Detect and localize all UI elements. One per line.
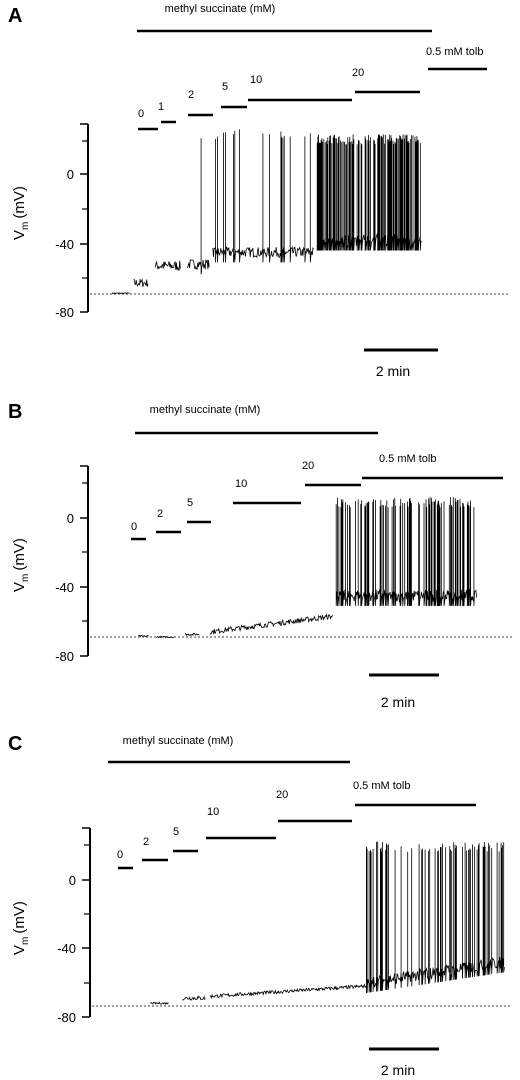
trace-b-segment — [184, 632, 200, 637]
ylabel-a-unit: (mV) — [11, 186, 28, 219]
conc-label-b-2: 2 — [157, 508, 163, 520]
conc-label-c-10: 10 — [207, 806, 219, 818]
top-bar-label-b: methyl succinate (mM) — [150, 404, 261, 416]
trace-c-segment — [365, 841, 505, 993]
panel-letter-b: B — [8, 401, 22, 423]
panel-c: C methyl succinate (mM) 0 2 5 10 20 0.5 … — [8, 733, 512, 1078]
panel-letter-a: A — [8, 5, 22, 27]
ticks-a — [80, 123, 88, 313]
ytick-b-2: -80 — [55, 649, 74, 664]
ytick-b-0: 0 — [67, 511, 74, 526]
scale-label-b: 2 min — [381, 694, 415, 710]
conc-label-a-1: 1 — [158, 101, 164, 113]
trace-a-segment — [316, 134, 422, 251]
ylabel-c-unit: (mV) — [11, 901, 28, 934]
ticks-c — [82, 827, 90, 1018]
scale-label-c: 2 min — [381, 1062, 415, 1078]
ylabel-b: Vm (mV) — [11, 538, 31, 592]
trace-c-segment — [182, 995, 206, 1001]
ylabel-a-sub: m — [20, 222, 31, 230]
conc-label-a-2: 2 — [188, 89, 194, 101]
trace-b-segment — [335, 497, 477, 606]
conc-label-a-20: 20 — [352, 67, 364, 79]
ticks-b — [80, 465, 88, 657]
top-bar-label-c: methyl succinate (mM) — [123, 735, 234, 747]
conc-label-b-20: 20 — [302, 460, 314, 472]
ylabel-b-unit: (mV) — [11, 538, 28, 571]
conc-label-c-5: 5 — [173, 826, 179, 838]
trace-c-segment — [150, 1001, 169, 1005]
trace-a-segment — [133, 278, 149, 287]
trace-a-segment — [111, 292, 130, 295]
trace-b-segment — [138, 634, 150, 638]
conc-label-c-20: 20 — [276, 789, 288, 801]
trace-b-segment — [156, 635, 175, 639]
ylabel-b-v: V — [11, 582, 28, 592]
conc-label-a-5: 5 — [222, 81, 228, 93]
conc-label-a-10: 10 — [250, 74, 262, 86]
ytick-b-1: -40 — [55, 580, 74, 595]
conc-label-a-tolb: 0.5 mM tolb — [426, 46, 483, 58]
conc-label-b-tolb: 0.5 mM tolb — [379, 453, 436, 465]
panel-a: A methyl succinate (mM) 0 1 2 5 10 20 0.… — [8, 3, 510, 379]
ylabel-a: Vm (mV) — [11, 186, 31, 240]
ytick-c-1: -40 — [57, 941, 76, 956]
trace-a-segment — [187, 138, 210, 275]
panel-b: B methyl succinate (mM) 0 2 5 10 20 0.5 … — [8, 401, 512, 710]
panel-letter-c: C — [8, 733, 22, 755]
ylabel-c-v: V — [11, 945, 28, 955]
ylabel-a-v: V — [11, 230, 28, 240]
ylabel-c-sub: m — [20, 937, 31, 945]
ytick-c-2: -80 — [57, 1010, 76, 1025]
conc-label-b-10: 10 — [235, 478, 247, 490]
top-bar-label-a: methyl succinate (mM) — [165, 3, 276, 15]
ytick-a-2: -80 — [55, 305, 74, 320]
trace-a-segment — [212, 129, 314, 263]
conc-label-c-tolb: 0.5 mM tolb — [353, 780, 410, 792]
ytick-c-0: 0 — [69, 873, 76, 888]
scale-label-a: 2 min — [376, 363, 410, 379]
conc-label-c-0: 0 — [117, 849, 123, 861]
ylabel-c: Vm (mV) — [11, 901, 31, 955]
trace-a-segment — [154, 260, 181, 272]
trace-c-segment — [209, 983, 367, 1000]
trace-b-segment — [209, 613, 333, 636]
conc-label-b-0: 0 — [131, 521, 137, 533]
conc-label-c-2: 2 — [143, 836, 149, 848]
ytick-a-1: -40 — [55, 237, 74, 252]
conc-label-b-5: 5 — [187, 497, 193, 509]
ytick-a-0: 0 — [67, 167, 74, 182]
ylabel-b-sub: m — [20, 574, 31, 582]
conc-label-a-0: 0 — [138, 108, 144, 120]
